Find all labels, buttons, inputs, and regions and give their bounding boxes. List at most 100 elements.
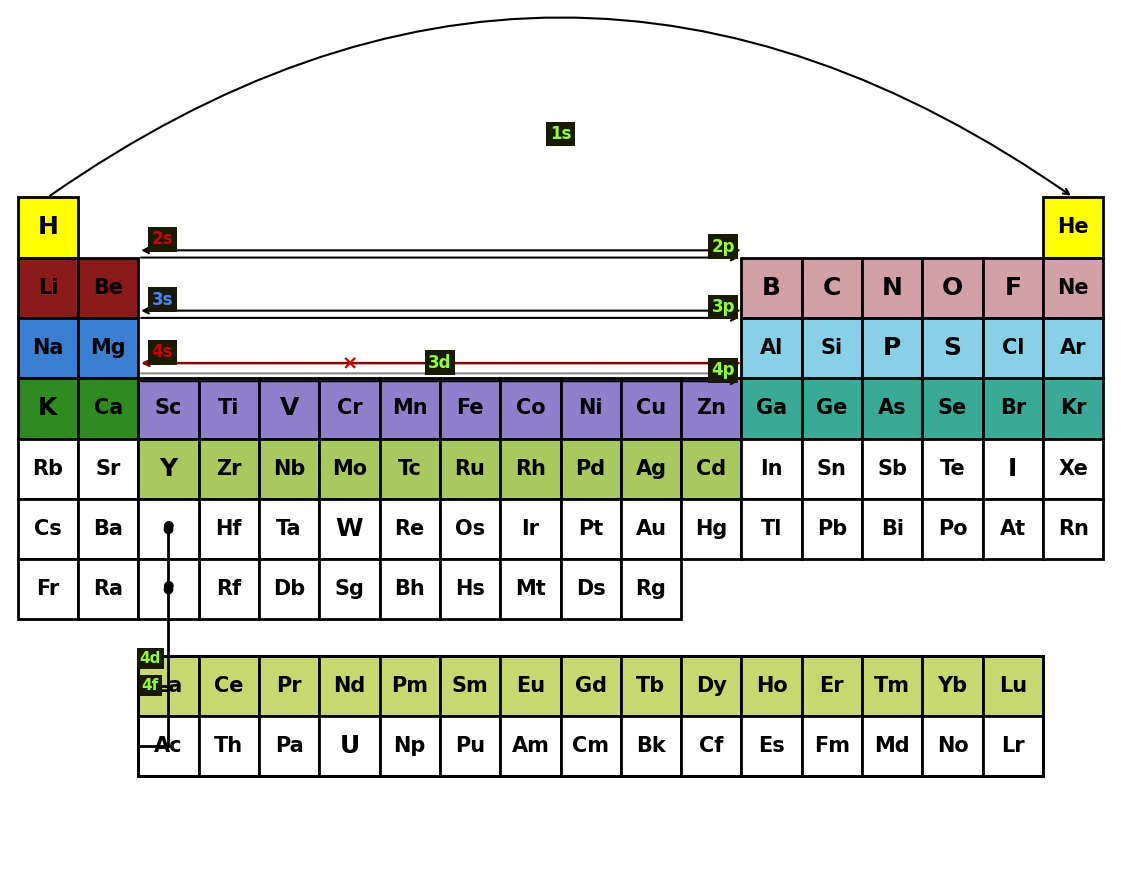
Bar	[319, 716, 380, 776]
Text: Sm: Sm	[452, 676, 489, 696]
Bar	[983, 656, 1043, 716]
Bar	[560, 559, 621, 620]
Text: 4f: 4f	[141, 678, 159, 693]
Bar	[138, 378, 198, 439]
Text: Bk: Bk	[636, 736, 666, 756]
Text: 2s: 2s	[151, 231, 173, 248]
Text: Am: Am	[511, 736, 549, 756]
Text: Ir: Ir	[521, 519, 539, 539]
Bar	[439, 439, 500, 499]
Text: Hg: Hg	[695, 519, 728, 539]
Bar	[319, 656, 380, 716]
Text: Cl: Cl	[1002, 338, 1025, 358]
Text: Rf: Rf	[216, 579, 241, 600]
Text: Bi: Bi	[881, 519, 904, 539]
Bar	[500, 656, 560, 716]
Bar	[78, 258, 138, 318]
Text: Te: Te	[939, 459, 965, 479]
Bar	[259, 499, 319, 559]
Text: Dy: Dy	[696, 676, 726, 696]
Bar	[682, 716, 741, 776]
Text: Ga: Ga	[756, 399, 787, 419]
Text: F: F	[1004, 275, 1021, 300]
Text: Ac: Ac	[155, 736, 183, 756]
Text: Cr: Cr	[336, 399, 362, 419]
Bar	[862, 439, 923, 499]
Text: Pu: Pu	[455, 736, 485, 756]
Text: Ca: Ca	[93, 399, 123, 419]
Text: La: La	[155, 676, 182, 696]
Bar	[439, 716, 500, 776]
Bar	[380, 559, 439, 620]
Text: Po: Po	[938, 519, 967, 539]
Text: C: C	[823, 275, 841, 300]
Bar	[439, 656, 500, 716]
Bar	[560, 656, 621, 716]
Bar	[138, 656, 1043, 776]
Bar	[78, 499, 138, 559]
Text: Nb: Nb	[272, 459, 305, 479]
Bar	[439, 559, 500, 620]
Bar	[621, 378, 682, 439]
Text: Sr: Sr	[95, 459, 121, 479]
Bar	[78, 559, 138, 620]
Bar	[500, 559, 560, 620]
Text: Th: Th	[214, 736, 243, 756]
Bar	[682, 656, 741, 716]
Text: 3s: 3s	[151, 291, 173, 309]
Bar	[380, 499, 439, 559]
Bar	[319, 439, 380, 499]
Text: At: At	[1000, 519, 1026, 539]
Bar	[983, 499, 1043, 559]
Bar	[198, 439, 259, 499]
Text: Cu: Cu	[636, 399, 666, 419]
Text: No: No	[937, 736, 969, 756]
Text: Rh: Rh	[515, 459, 546, 479]
Bar	[560, 439, 621, 499]
Bar	[862, 258, 923, 318]
Bar	[862, 656, 923, 716]
Text: B: B	[762, 275, 781, 300]
Text: Mo: Mo	[332, 459, 367, 479]
Bar	[1043, 198, 1103, 258]
Bar	[18, 439, 78, 499]
Text: Si: Si	[821, 338, 843, 358]
Bar	[802, 656, 862, 716]
Text: Tm: Tm	[874, 676, 910, 696]
Text: Nd: Nd	[333, 676, 365, 696]
Bar	[802, 439, 862, 499]
Text: P: P	[883, 336, 901, 360]
Bar	[923, 499, 983, 559]
Text: Be: Be	[93, 278, 123, 298]
Text: O: O	[942, 275, 963, 300]
Text: Sn: Sn	[817, 459, 846, 479]
Text: Hf: Hf	[215, 519, 242, 539]
Text: Ge: Ge	[816, 399, 847, 419]
Text: Zn: Zn	[696, 399, 726, 419]
Bar	[259, 559, 319, 620]
Text: Cm: Cm	[572, 736, 609, 756]
Text: Bh: Bh	[395, 579, 425, 600]
Text: Sg: Sg	[334, 579, 364, 600]
Text: Gd: Gd	[575, 676, 606, 696]
Text: Ni: Ni	[578, 399, 603, 419]
Bar	[682, 378, 741, 439]
Bar	[500, 499, 560, 559]
Bar	[500, 439, 560, 499]
Text: Lu: Lu	[999, 676, 1027, 696]
Text: Pb: Pb	[817, 519, 847, 539]
Text: Tl: Tl	[761, 519, 782, 539]
Text: Eu: Eu	[516, 676, 545, 696]
Bar	[741, 716, 802, 776]
Text: Na: Na	[33, 338, 64, 358]
Text: Co: Co	[516, 399, 545, 419]
Bar	[198, 716, 259, 776]
Text: Yb: Yb	[937, 676, 967, 696]
Text: Br: Br	[1000, 399, 1026, 419]
Text: Ne: Ne	[1057, 278, 1088, 298]
Bar	[983, 318, 1043, 378]
Bar	[983, 258, 1043, 318]
Bar	[741, 258, 802, 318]
Bar	[198, 656, 259, 716]
Text: Es: Es	[758, 736, 785, 756]
